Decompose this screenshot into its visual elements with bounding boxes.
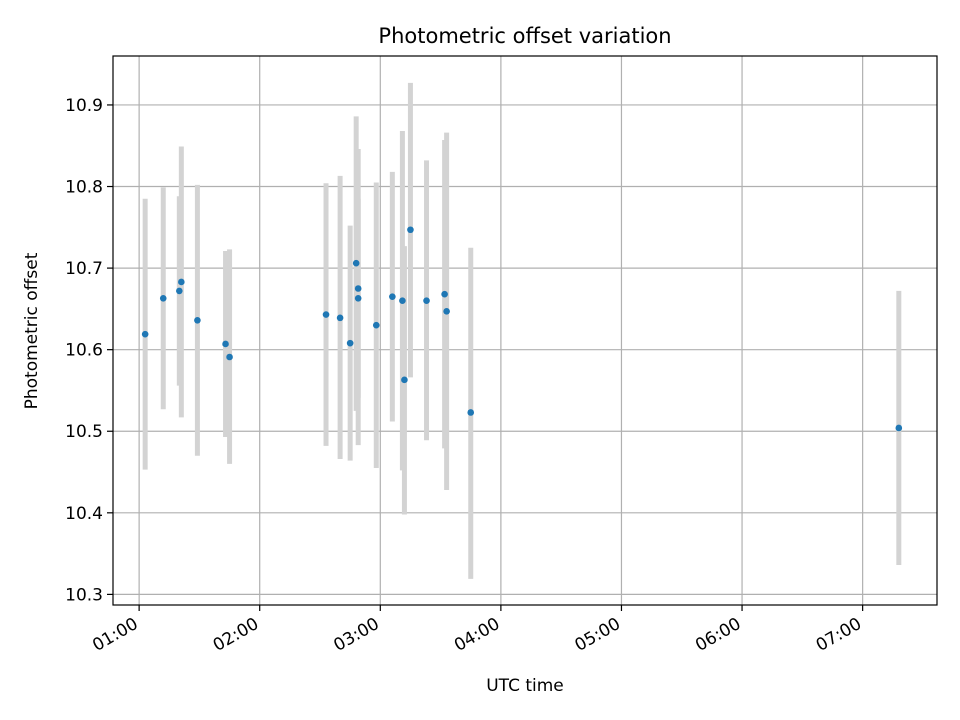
data-point <box>354 285 362 292</box>
chart-title: Photometric offset variation <box>378 24 671 48</box>
data-point <box>443 308 450 315</box>
data-point <box>336 314 344 322</box>
data-point <box>352 259 360 267</box>
data-point <box>389 293 396 300</box>
data-point <box>441 290 448 298</box>
data-points <box>141 226 903 432</box>
data-point <box>178 278 185 286</box>
y-tick-label: 10.9 <box>65 96 103 116</box>
data-point <box>399 297 406 305</box>
y-tick-label: 10.8 <box>65 178 103 198</box>
data-point <box>176 287 183 295</box>
data-point <box>467 409 475 416</box>
data-point <box>407 226 414 234</box>
plot-frame <box>112 55 938 606</box>
y-tick-label: 10.6 <box>65 341 103 361</box>
data-point <box>423 297 430 305</box>
grid <box>113 56 937 605</box>
y-tick-label: 10.5 <box>65 422 103 442</box>
y-tick-label: 10.3 <box>65 585 103 605</box>
y-ticks: 10.3 10.4 10.5 10.6 10.7 10.8 10.9 <box>65 96 113 605</box>
y-tick-label: 10.7 <box>65 259 103 279</box>
data-point <box>141 330 149 338</box>
data-point <box>372 321 380 329</box>
data-point <box>194 317 201 324</box>
y-axis-label: Photometric offset <box>22 252 42 409</box>
data-point <box>222 340 229 348</box>
data-point <box>354 294 362 302</box>
y-tick-label: 10.4 <box>65 504 103 524</box>
data-point <box>226 353 233 361</box>
data-point <box>159 294 167 302</box>
data-point <box>895 424 903 432</box>
data-point <box>401 376 408 384</box>
data-point <box>346 339 354 347</box>
x-axis-label: UTC time <box>486 676 564 696</box>
data-point <box>322 311 330 318</box>
